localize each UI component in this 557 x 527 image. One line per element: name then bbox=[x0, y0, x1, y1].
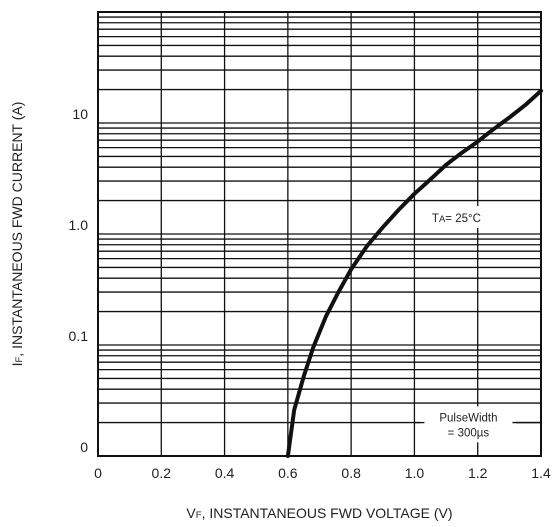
y-axis-title-main: I bbox=[9, 363, 25, 367]
y-axis-title-sub: F bbox=[14, 357, 25, 363]
temperature-annotation-bg bbox=[415, 206, 498, 229]
x-axis-title-rest: , INSTANTANEOUS FWD VOLTAGE (V) bbox=[202, 505, 453, 521]
plot-frame bbox=[97, 11, 542, 457]
x-tick-label: 0.2 bbox=[152, 465, 172, 481]
x-tick-label: 0.6 bbox=[278, 465, 298, 481]
temperature-annotation-sub: A bbox=[439, 214, 446, 225]
x-tick-label: 0 bbox=[94, 465, 102, 481]
pulse-width-annotation-line1: PulseWidth bbox=[439, 412, 497, 424]
y-tick-label: 10 bbox=[72, 106, 88, 122]
annotation-backgrounds bbox=[414, 206, 541, 443]
pulse-width-annotation-line2: = 300µs bbox=[448, 427, 490, 439]
chart-grid bbox=[98, 12, 541, 456]
x-tick-label: 1.2 bbox=[468, 465, 488, 481]
y-axis-title-rest: , INSTANTANEOUS FWD CURRENT (A) bbox=[9, 102, 25, 357]
y-tick-labels: 0 0.1 1.0 10 bbox=[69, 106, 89, 455]
temperature-annotation-rest: = 25°C bbox=[445, 213, 481, 225]
x-tick-labels: 0 0.2 0.4 0.6 0.8 1.0 1.2 1.4 bbox=[94, 465, 551, 481]
x-tick-label: 1.4 bbox=[531, 465, 551, 481]
x-axis-title: VF, INSTANTANEOUS FWD VOLTAGE (V) bbox=[186, 505, 452, 521]
x-tick-label: 0.8 bbox=[341, 465, 361, 481]
x-tick-label: 1.0 bbox=[405, 465, 425, 481]
temperature-annotation-main: T bbox=[432, 213, 439, 225]
x-axis-title-sub: F bbox=[196, 510, 202, 521]
y-tick-label: 1.0 bbox=[69, 217, 89, 233]
x-axis-title-main: V bbox=[186, 505, 196, 521]
pulse-width-annotation-bg bbox=[420, 406, 517, 443]
x-tick-label: 0.4 bbox=[215, 465, 235, 481]
y-axis-title: IF, INSTANTANEOUS FWD CURRENT (A) bbox=[9, 102, 25, 367]
forward-current-curve bbox=[285, 88, 543, 458]
y-tick-label: 0 bbox=[80, 439, 88, 455]
y-tick-label: 0.1 bbox=[69, 328, 89, 344]
temperature-annotation: TA= 25°C bbox=[432, 213, 481, 225]
